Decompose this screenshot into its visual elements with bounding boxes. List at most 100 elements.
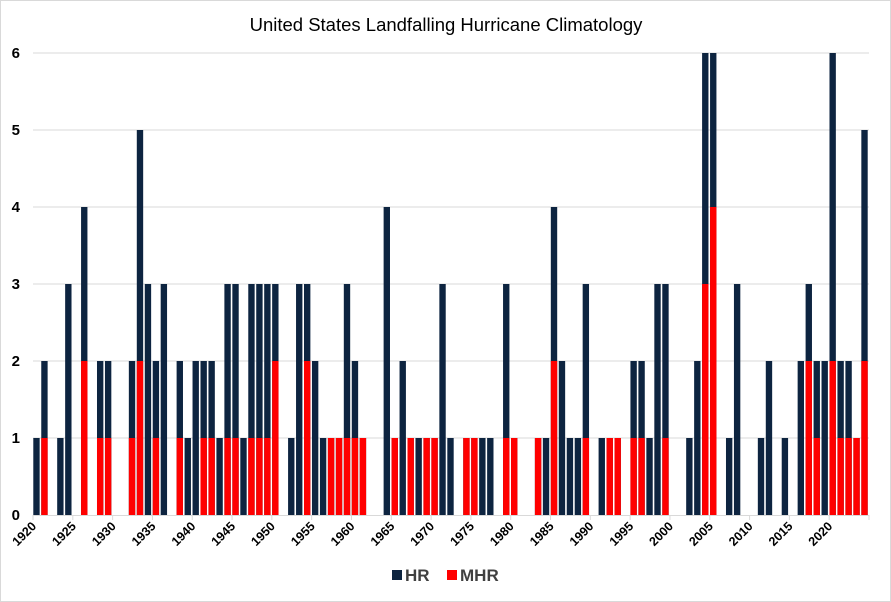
x-tick-label: 1935 [129, 519, 159, 549]
bar-hr-1977 [487, 438, 494, 515]
bar-mhr-2005 [710, 207, 717, 515]
x-tick-label: 2015 [766, 519, 796, 549]
x-tick-label: 1980 [487, 519, 517, 549]
x-tick-label: 1960 [328, 519, 358, 549]
bar-mhr-1957 [327, 438, 335, 515]
bar-hr-2020 [829, 53, 836, 515]
bar-hr-1956 [319, 438, 327, 515]
bar-mhr-2020 [829, 361, 836, 515]
bar-mhr-1999 [662, 438, 669, 515]
bar-mhr-1992 [606, 438, 613, 515]
bars [33, 53, 868, 515]
x-tick-label: 1955 [288, 519, 318, 549]
bar-hr-1976 [479, 438, 486, 515]
bar-hr-1939 [184, 438, 191, 515]
bar-mhr-1970 [431, 438, 438, 515]
x-tick-label: 1945 [209, 519, 239, 549]
y-axis-ticks: 0 1 2 3 4 5 6 [12, 45, 21, 524]
bar-mhr-1938 [176, 438, 183, 515]
bar-hr-1933 [136, 130, 144, 515]
bar-mhr-1985 [550, 361, 558, 515]
bar-mhr-1959 [343, 438, 351, 515]
bar-mhr-2023 [853, 438, 860, 515]
bar-mhr-1948 [256, 438, 263, 515]
bar-mhr-1975 [471, 438, 478, 515]
bar-mhr-1944 [224, 438, 231, 515]
legend: HR MHR [392, 566, 499, 585]
bar-hr-2016 [797, 361, 805, 515]
x-tick-label: 1950 [248, 519, 278, 549]
bar-hr-1966 [399, 361, 406, 515]
x-tick-label: 1925 [49, 519, 79, 549]
bar-hr-1955 [311, 361, 319, 515]
bar-mhr-2004 [702, 284, 709, 515]
bar-mhr-2017 [805, 361, 812, 515]
x-tick-label: 1940 [169, 519, 199, 549]
bar-mhr-1945 [232, 438, 239, 515]
bar-hr-1949 [264, 284, 271, 515]
x-tick-label: 2005 [686, 519, 716, 549]
bar-hr-1988 [574, 438, 582, 515]
bar-hr-1947 [248, 284, 255, 515]
legend-label-mhr: MHR [460, 566, 499, 585]
bar-mhr-1954 [304, 361, 311, 515]
bar-mhr-1965 [391, 438, 398, 515]
bar-mhr-1979 [503, 438, 510, 515]
bar-mhr-1933 [136, 361, 144, 515]
x-tick-label: 1975 [447, 519, 477, 549]
bar-hr-2014 [781, 438, 789, 515]
bar-hr-2007 [725, 438, 733, 515]
bar-hr-2011 [757, 438, 765, 515]
x-tick-label: 1970 [408, 519, 438, 549]
x-tick-label: 1990 [567, 519, 597, 549]
bar-hr-1984 [542, 438, 550, 515]
x-tick-label: 1965 [368, 519, 398, 549]
bar-hr-2012 [765, 361, 773, 515]
y-tick-label: 1 [12, 430, 20, 447]
bar-hr-1986 [558, 361, 566, 515]
bar-mhr-1995 [630, 438, 637, 515]
bar-mhr-2024 [861, 361, 868, 515]
y-tick-label: 3 [12, 276, 20, 293]
bar-mhr-1996 [638, 438, 645, 515]
x-axis: 1920 1925 1930 1935 1940 1945 1950 1955 1960 1965… [10, 515, 870, 549]
bar-mhr-1961 [359, 438, 367, 515]
bar-hr-1945 [232, 284, 239, 515]
y-tick-label: 6 [12, 45, 20, 62]
bar-hr-1923 [57, 438, 64, 515]
bar-mhr-1958 [335, 438, 343, 515]
x-tick-label: 2000 [647, 519, 677, 549]
bar-mhr-1960 [351, 438, 359, 515]
y-tick-label: 2 [12, 353, 20, 370]
bar-hr-1972 [447, 438, 454, 515]
bar-hr-1952 [288, 438, 295, 515]
bar-mhr-1980 [511, 438, 518, 515]
bar-hr-1959 [343, 284, 351, 515]
bar-mhr-1928 [96, 438, 104, 515]
bar-hr-1940 [192, 361, 199, 515]
bar-mhr-1993 [614, 438, 621, 515]
legend-label-hr: HR [405, 566, 430, 585]
bar-mhr-1969 [423, 438, 430, 515]
x-tick-label: 2010 [726, 519, 756, 549]
bar-hr-1953 [296, 284, 303, 515]
bar-hr-1998 [654, 284, 661, 515]
bar-hr-1934 [144, 284, 152, 515]
bar-mhr-1949 [264, 438, 271, 515]
legend-swatch-hr [392, 570, 402, 580]
bar-mhr-2022 [845, 438, 852, 515]
x-tick-label: 1995 [607, 519, 637, 549]
bar-mhr-2018 [813, 438, 820, 515]
bar-mhr-1974 [463, 438, 470, 515]
bar-mhr-1989 [582, 438, 590, 515]
bar-hr-1968 [415, 438, 422, 515]
x-tick-label: 1930 [89, 519, 119, 549]
bar-hr-1979 [503, 284, 510, 515]
bar-hr-2024 [861, 130, 868, 515]
bar-hr-2003 [694, 361, 701, 515]
bar-hr-1964 [383, 207, 390, 515]
bar-hr-2002 [686, 438, 693, 515]
y-tick-label: 4 [12, 199, 21, 216]
bar-hr-1944 [224, 284, 231, 515]
